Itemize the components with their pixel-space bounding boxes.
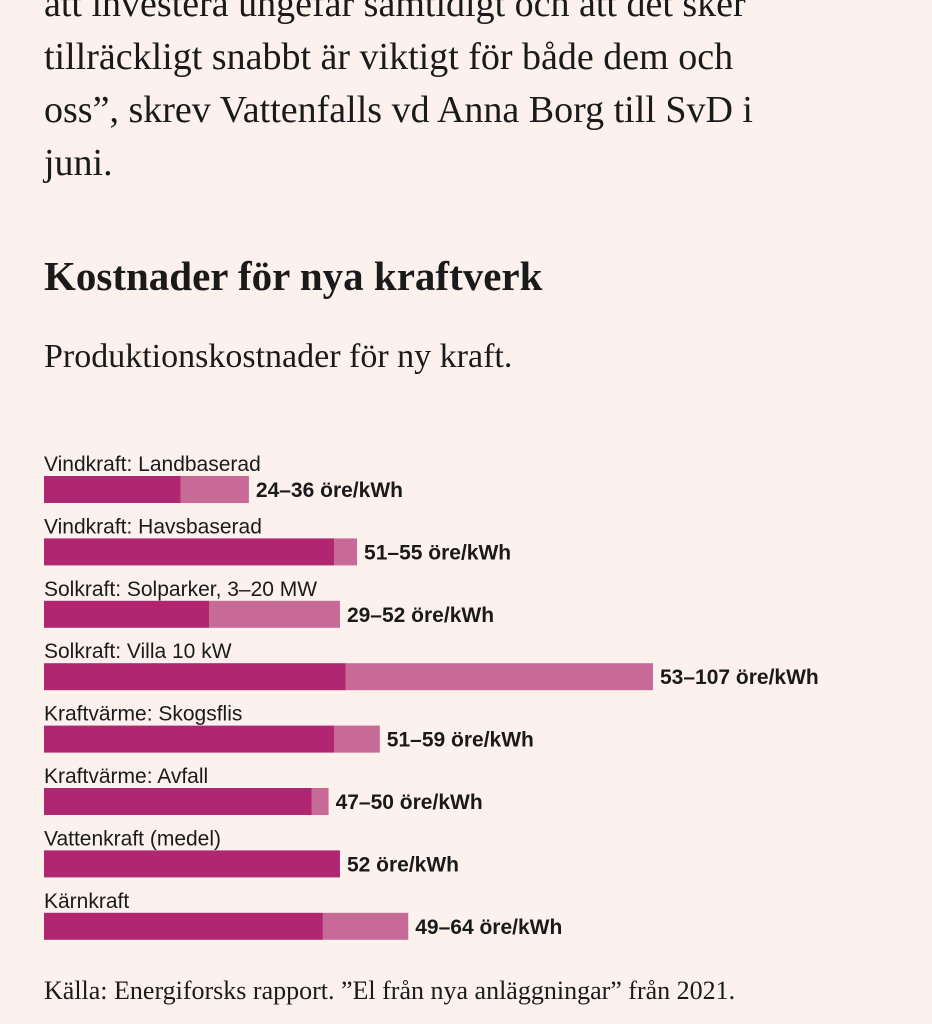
category-label: Vattenkraft (medel) [44, 827, 221, 850]
value-label: 24–36 öre/kWh [256, 479, 403, 502]
bar-low [44, 912, 323, 940]
article-text: att investera ungefär samtidigt och att … [44, 0, 904, 190]
chart-title: Kostnader för nya kraftverk [44, 253, 543, 299]
bar-low [44, 788, 312, 815]
value-label: 51–55 öre/kWh [364, 541, 511, 564]
bar-group: Solkraft: Villa 10 kW 53–107 öre/kWh [44, 640, 819, 691]
value-label: 52 öre/kWh [347, 853, 459, 876]
bar-group: Vindkraft: Havsbaserad 51–55 öre/kWh [44, 515, 511, 566]
bar-range [345, 663, 653, 691]
value-label: 29–52 öre/kWh [347, 604, 494, 627]
bar-low [44, 663, 346, 691]
bar-low [44, 538, 335, 566]
category-label: Kärnkraft [44, 890, 129, 913]
bar-range [322, 912, 409, 940]
value-label: 47–50 öre/kWh [336, 791, 483, 814]
bar-low [44, 850, 340, 878]
category-label: Vindkraft: Landbaserad [44, 453, 261, 476]
article-line: oss”, skrev Vattenfalls vd Anna Borg til… [44, 89, 753, 131]
bar-group: Kraftvärme: Skogsflis 51–59 öre/kWh [44, 703, 534, 753]
category-label: Vindkraft: Havsbaserad [44, 515, 262, 538]
bar-low [44, 725, 335, 753]
value-label: 49–64 öre/kWh [415, 916, 562, 939]
bar-range [180, 476, 249, 503]
bar-group: Kraftvärme: Avfall 47–50 öre/kWh [44, 765, 483, 815]
category-label: Solkraft: Villa 10 kW [44, 640, 232, 663]
bar-range [311, 788, 329, 815]
category-label: Solkraft: Solparker, 3–20 MW [44, 578, 317, 601]
chart-source: Källa: Energiforsks rapport. ”El från ny… [44, 976, 736, 1005]
value-label: 51–59 öre/kWh [387, 729, 534, 752]
article-line: att investera ungefär samtidigt och att … [44, 0, 746, 25]
bar-group: Vindkraft: Landbaserad 24–36 öre/kWh [44, 453, 403, 503]
bar-low [44, 600, 210, 628]
bar-range [209, 600, 340, 628]
bar-group: Kärnkraft 49–64 öre/kWh [44, 890, 562, 940]
bar-range [334, 725, 380, 753]
article-line: juni. [44, 142, 113, 184]
category-label: Kraftvärme: Avfall [44, 765, 208, 788]
bar-group: Solkraft: Solparker, 3–20 MW 29–52 öre/kW… [44, 578, 494, 628]
article-line: tillräckligt snabbt är viktigt för både … [44, 36, 734, 78]
chart-subtitle: Produktionskostnader för ny kraft. [44, 338, 513, 375]
bar-low [44, 476, 181, 503]
category-label: Kraftvärme: Skogsflis [44, 703, 242, 726]
bar-range [334, 538, 358, 566]
bar-group: Vattenkraft (medel) 52 öre/kWh [44, 827, 459, 878]
value-label: 53–107 öre/kWh [660, 666, 819, 689]
